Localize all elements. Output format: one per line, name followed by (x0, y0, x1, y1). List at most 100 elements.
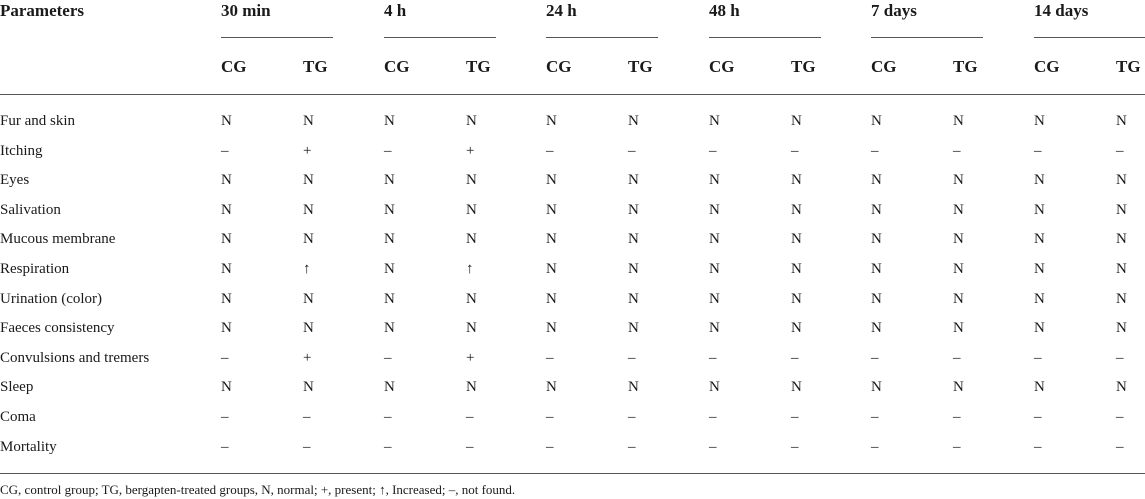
row-label: Convulsions and tremers (0, 350, 150, 366)
table-cell: N (628, 113, 639, 129)
table-cell: N (628, 320, 639, 336)
table-cell: N (221, 172, 232, 188)
table-cell: N (709, 172, 720, 188)
table-cell: N (791, 202, 802, 218)
table-cell: N (953, 379, 964, 395)
row-label: Urination (color) (0, 291, 103, 307)
table-cell: N (628, 172, 639, 188)
table-cell: – (546, 350, 554, 366)
table-cell: – (628, 439, 636, 455)
table-cell: N (953, 172, 964, 188)
table-cell: – (303, 409, 311, 425)
table-cell: N (871, 202, 882, 218)
table-cell: – (221, 439, 229, 455)
table-cell: N (1116, 320, 1127, 336)
column-header-time-group: 4 h (384, 1, 407, 20)
table-cell: – (1116, 350, 1124, 366)
table-cell: N (709, 320, 720, 336)
table-cell: + (466, 350, 475, 366)
table-cell: – (384, 439, 392, 455)
table-cell: N (709, 261, 720, 277)
table-cell: – (628, 409, 636, 425)
table-cell: N (303, 172, 314, 188)
table-cell: N (628, 261, 639, 277)
row-label: Eyes (0, 172, 30, 188)
sub-header-cg: CG (871, 57, 897, 76)
table-cell: – (384, 350, 392, 366)
table-cell: – (709, 350, 717, 366)
table-cell: – (546, 143, 554, 159)
table-cell: – (221, 350, 229, 366)
table-cell: N (953, 261, 964, 277)
group-underline (221, 37, 333, 38)
table-cell: N (466, 113, 477, 129)
table-cell: N (303, 379, 314, 395)
table-cell: N (546, 261, 557, 277)
table-cell: – (628, 143, 636, 159)
table-cell: N (303, 291, 314, 307)
table-cell: N (384, 261, 395, 277)
table-cell: N (546, 113, 557, 129)
table-cell: N (709, 379, 720, 395)
table-cell: – (709, 143, 717, 159)
table-cell: – (1116, 143, 1124, 159)
sub-header-tg: TG (953, 57, 978, 76)
table-cell: N (466, 379, 477, 395)
table-cell: N (466, 291, 477, 307)
table-cell: N (628, 379, 639, 395)
table-cell: – (953, 439, 961, 455)
table-cell: N (871, 291, 882, 307)
table-cell: N (221, 261, 232, 277)
row-label: Respiration (0, 261, 70, 277)
table-cell: – (466, 439, 474, 455)
table-cell: N (1116, 172, 1127, 188)
row-label: Salivation (0, 202, 61, 218)
table-cell: N (1116, 202, 1127, 218)
table-cell: – (953, 143, 961, 159)
table-cell: N (791, 379, 802, 395)
table-cell: N (628, 291, 639, 307)
table-cell: – (1034, 409, 1042, 425)
table-cell: – (791, 439, 799, 455)
column-header-time-group: 48 h (709, 1, 740, 20)
table-cell: N (466, 320, 477, 336)
table-cell: – (546, 409, 554, 425)
table-cell: N (1116, 231, 1127, 247)
table-cell: N (303, 231, 314, 247)
sub-header-cg: CG (1034, 57, 1060, 76)
table-cell: – (628, 350, 636, 366)
table-cell: N (709, 113, 720, 129)
table-cell: N (303, 320, 314, 336)
table-cell: N (384, 172, 395, 188)
table-cell: N (871, 320, 882, 336)
column-header-parameters: Parameters (0, 1, 85, 20)
table-cell: – (546, 439, 554, 455)
table-cell: ↑ (466, 261, 474, 277)
row-label: Mucous membrane (0, 231, 116, 247)
table-cell: – (871, 409, 879, 425)
row-label: Mortality (0, 439, 57, 455)
table-cell: N (709, 291, 720, 307)
table-cell: N (1034, 172, 1045, 188)
column-header-time-group: 14 days (1034, 1, 1089, 20)
table-cell: N (953, 291, 964, 307)
table-cell: N (871, 172, 882, 188)
sub-header-tg: TG (466, 57, 491, 76)
table-cell: N (871, 231, 882, 247)
table-cell: – (384, 409, 392, 425)
table-cell: N (628, 202, 639, 218)
table-cell: N (1034, 231, 1045, 247)
table-cell: – (791, 409, 799, 425)
table-cell: N (466, 202, 477, 218)
column-header-time-group: 30 min (221, 1, 271, 20)
column-header-time-group: 24 h (546, 1, 577, 20)
table-cell: N (953, 320, 964, 336)
header-rule (0, 94, 1145, 95)
table-cell: + (303, 350, 312, 366)
table-cell: N (303, 113, 314, 129)
table-cell: – (384, 143, 392, 159)
table-cell: – (709, 439, 717, 455)
table-cell: N (221, 379, 232, 395)
table-cell: N (871, 113, 882, 129)
row-label: Itching (0, 143, 43, 159)
